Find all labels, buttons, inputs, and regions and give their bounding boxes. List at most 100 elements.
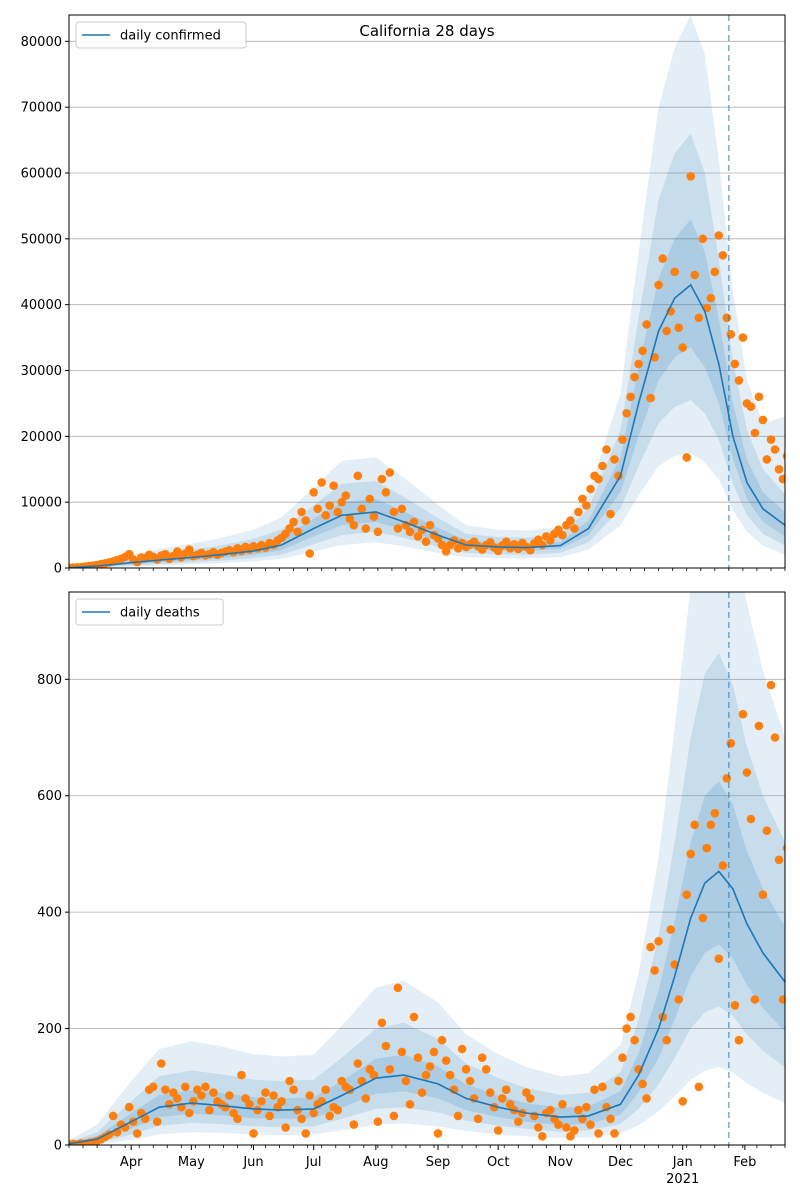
observed-point-80 bbox=[385, 1065, 395, 1074]
observed-point-100 bbox=[465, 1076, 475, 1086]
observed-point-43 bbox=[237, 1070, 246, 1080]
observed-point-35 bbox=[205, 1105, 214, 1115]
observed-point-143 bbox=[638, 1079, 647, 1089]
observed-point-123 bbox=[558, 530, 567, 540]
observed-point-180 bbox=[787, 485, 796, 494]
observed-point-73 bbox=[357, 1076, 367, 1086]
deaths-chart-panel: 0 200 400 600 800 Apr May Jun Jul Aug Sep Oct Nov Dec… bbox=[37, 591, 796, 1187]
observed-point-161 bbox=[710, 808, 720, 818]
observed-point-83 bbox=[397, 504, 407, 514]
legend-label: daily deaths bbox=[120, 606, 200, 621]
observed-point-109 bbox=[501, 1085, 511, 1094]
observed-point-33 bbox=[197, 1091, 206, 1100]
ci-band-outer bbox=[69, 592, 785, 1145]
observed-point-126 bbox=[570, 524, 579, 533]
observed-point-180 bbox=[787, 873, 796, 882]
x-tick-label-3: Jul bbox=[305, 1155, 322, 1170]
observed-point-24 bbox=[161, 1085, 170, 1094]
observed-point-149 bbox=[662, 1035, 671, 1045]
x-tick-label-5: Sep bbox=[426, 1155, 451, 1170]
observed-point-42 bbox=[233, 1114, 242, 1124]
observed-point-177 bbox=[774, 855, 784, 865]
observed-point-57 bbox=[293, 527, 302, 537]
y-tick-label-3: 30000 bbox=[21, 364, 62, 379]
observed-point-63 bbox=[317, 478, 327, 487]
observed-point-55 bbox=[285, 1076, 294, 1086]
observed-point-162 bbox=[714, 954, 724, 963]
observed-point-182 bbox=[795, 472, 800, 481]
observed-point-80 bbox=[385, 468, 395, 477]
observed-point-152 bbox=[674, 323, 683, 333]
observed-point-108 bbox=[497, 1094, 507, 1103]
y-tick-label-2: 20000 bbox=[21, 430, 62, 445]
observed-point-58 bbox=[297, 507, 306, 517]
observed-point-112 bbox=[514, 1117, 523, 1126]
observed-point-107 bbox=[493, 1126, 503, 1135]
observed-point-122 bbox=[554, 1120, 563, 1129]
plot-area bbox=[69, 15, 800, 568]
observed-point-120 bbox=[546, 536, 555, 545]
observed-point-79 bbox=[381, 1041, 391, 1051]
observed-point-118 bbox=[538, 1132, 547, 1141]
y-tick-label-4: 800 bbox=[37, 673, 62, 688]
plot-area bbox=[69, 592, 796, 1145]
observed-point-87 bbox=[413, 532, 423, 541]
observed-point-162 bbox=[714, 231, 724, 240]
observed-point-124 bbox=[562, 1123, 571, 1132]
observed-point-55 bbox=[285, 524, 294, 533]
observed-point-15 bbox=[124, 1102, 134, 1112]
observed-point-64 bbox=[321, 1085, 331, 1094]
observed-point-174 bbox=[762, 455, 772, 464]
observed-point-83 bbox=[397, 1047, 407, 1057]
observed-point-155 bbox=[686, 172, 695, 181]
observed-point-129 bbox=[582, 501, 591, 510]
observed-point-84 bbox=[401, 1076, 411, 1086]
legend: daily confirmed bbox=[75, 21, 247, 49]
observed-point-181 bbox=[791, 508, 800, 517]
observed-point-168 bbox=[738, 709, 748, 719]
observed-point-59 bbox=[301, 516, 311, 525]
observed-point-59 bbox=[301, 1129, 311, 1138]
observed-point-173 bbox=[758, 890, 768, 899]
observed-point-53 bbox=[277, 1097, 286, 1106]
observed-point-138 bbox=[618, 1053, 627, 1062]
observed-point-118 bbox=[538, 540, 547, 550]
observed-point-156 bbox=[690, 820, 699, 830]
observed-point-136 bbox=[610, 1129, 619, 1138]
observed-point-140 bbox=[626, 392, 635, 402]
observed-point-163 bbox=[718, 861, 728, 870]
observed-point-70 bbox=[345, 514, 355, 523]
x-tick-label-8: Dec bbox=[608, 1155, 633, 1170]
observed-point-94 bbox=[441, 1056, 451, 1065]
observed-point-167 bbox=[734, 1035, 744, 1045]
observed-point-61 bbox=[309, 1108, 319, 1118]
observed-point-40 bbox=[225, 1091, 234, 1100]
observed-point-164 bbox=[722, 313, 732, 323]
observed-point-54 bbox=[281, 1123, 290, 1132]
observed-point-133 bbox=[598, 461, 607, 471]
observed-point-149 bbox=[662, 326, 671, 336]
observed-point-34 bbox=[201, 1082, 210, 1092]
observed-point-136 bbox=[610, 455, 619, 464]
observed-point-93 bbox=[437, 540, 447, 550]
x-tick-label-10: Feb bbox=[733, 1155, 756, 1170]
observed-point-152 bbox=[674, 995, 683, 1004]
observed-point-39 bbox=[221, 1102, 230, 1112]
y-tick-label-8: 80000 bbox=[21, 35, 62, 50]
observed-point-174 bbox=[762, 826, 772, 835]
observed-point-173 bbox=[758, 415, 768, 425]
observed-point-51 bbox=[269, 1091, 278, 1100]
observed-point-165 bbox=[726, 330, 736, 339]
observed-point-60 bbox=[305, 549, 315, 558]
observed-point-45 bbox=[245, 1100, 254, 1109]
observed-point-65 bbox=[325, 501, 335, 510]
observed-point-154 bbox=[682, 890, 691, 899]
y-tick-label-0: 0 bbox=[54, 1139, 62, 1154]
observed-point-81 bbox=[389, 1111, 399, 1121]
observed-point-74 bbox=[361, 1094, 371, 1103]
observed-point-153 bbox=[678, 343, 687, 352]
observed-point-49 bbox=[261, 1088, 270, 1097]
observed-point-132 bbox=[594, 1129, 603, 1138]
observed-point-109 bbox=[501, 537, 511, 546]
observed-point-75 bbox=[365, 494, 375, 504]
